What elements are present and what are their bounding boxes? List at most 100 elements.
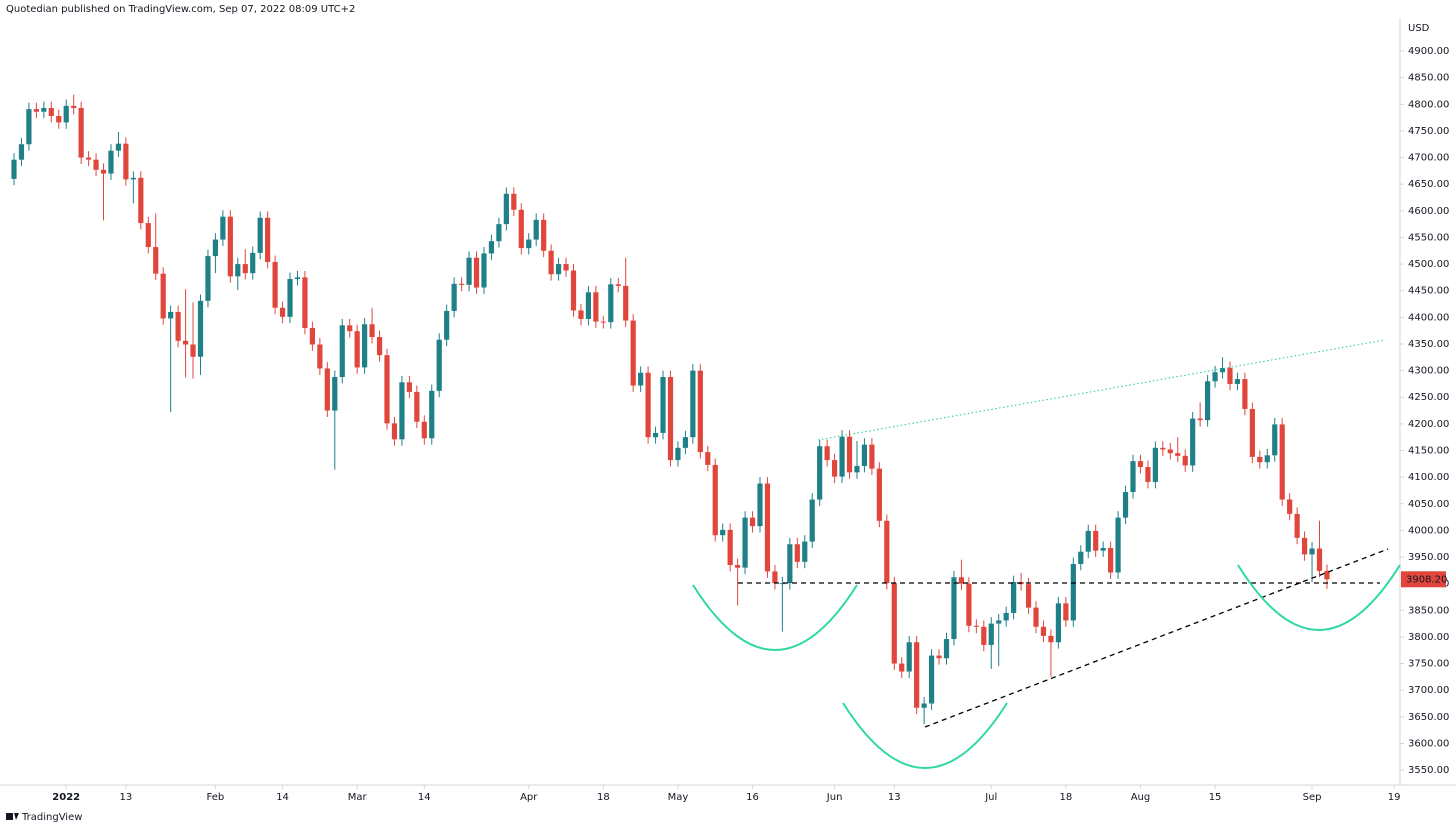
candle-body [1219, 367, 1226, 373]
candle-body [1108, 547, 1114, 573]
candle-body [421, 421, 427, 439]
candle-body [869, 444, 875, 469]
candle-body [854, 465, 860, 473]
candle-body [1257, 456, 1263, 463]
y-tick-label: 4700.00 [1408, 153, 1449, 164]
candle-body [697, 370, 703, 453]
y-tick-label: 4500.00 [1408, 259, 1449, 270]
candle-body [600, 321, 606, 323]
candle-body [973, 625, 979, 627]
candle-body [1130, 461, 1136, 493]
y-tick-label: 4050.00 [1408, 499, 1449, 510]
candle-body [1272, 424, 1278, 456]
candle-body [1093, 530, 1099, 551]
candle-body [921, 703, 927, 708]
candle-body [1212, 372, 1218, 382]
candle-body [265, 217, 271, 262]
candle-body [593, 292, 599, 322]
candle-body [555, 264, 562, 275]
head-arc [842, 702, 1008, 769]
candle-body [779, 583, 785, 585]
candle-body [250, 252, 256, 274]
y-tick-label: 3600.00 [1408, 738, 1449, 749]
candle-body [302, 277, 308, 328]
candle-body [645, 372, 651, 438]
candle-body [727, 529, 733, 566]
candle-body [1227, 367, 1233, 384]
candle-body [41, 108, 47, 112]
candle-body [309, 327, 315, 345]
candle-body [257, 217, 263, 253]
candle-body [817, 446, 823, 500]
x-tick-label: Feb [207, 792, 225, 803]
candle-body [339, 325, 345, 377]
candle-body [347, 325, 353, 332]
x-tick-label: Jun [826, 792, 843, 803]
y-tick-label: 4850.00 [1408, 73, 1449, 84]
candle-body [876, 468, 882, 521]
candle-body [317, 344, 323, 369]
x-tick-label: 13 [888, 792, 901, 803]
candle-body [682, 437, 688, 448]
candle-body [943, 639, 950, 659]
candle-body [533, 219, 539, 240]
y-tick-label: 4900.00 [1408, 46, 1449, 57]
candle-body [212, 239, 219, 257]
candle-body [138, 177, 144, 224]
x-tick-label: Mar [348, 792, 368, 803]
candle-body [354, 331, 360, 368]
x-tick-label: 13 [120, 792, 133, 803]
last-price-label: 3908.20 [1406, 574, 1447, 585]
candle-body [832, 460, 838, 477]
candle-body [362, 324, 368, 368]
candle-body [1048, 635, 1054, 643]
candle-body [652, 432, 659, 438]
candle-body [899, 663, 905, 672]
candle-body [1249, 408, 1255, 457]
candle-body [272, 261, 278, 308]
y-tick-label: 4400.00 [1408, 312, 1449, 323]
candle-body [1070, 563, 1076, 621]
candle-body [630, 320, 636, 386]
y-tick-label: 3800.00 [1408, 632, 1449, 643]
candle-body [287, 278, 293, 317]
candle-body [488, 241, 495, 254]
candle-body [936, 655, 942, 659]
candle-body [473, 257, 480, 288]
publisher-header: Quotedian published on TradingView.com, … [6, 4, 355, 15]
candle-body [996, 620, 1002, 624]
candle-body [906, 642, 912, 672]
candle-body [294, 277, 301, 279]
candle-body [742, 517, 748, 568]
y-tick-label: 4550.00 [1408, 232, 1449, 243]
footer-brand: TradingView [21, 812, 82, 823]
candle-body [712, 464, 718, 536]
candle-body [541, 219, 547, 251]
x-tick-label: May [668, 792, 689, 803]
candle-body [1137, 461, 1144, 468]
y-tick-label: 3850.00 [1408, 605, 1449, 616]
candle-body [376, 337, 383, 356]
candle-body [1205, 381, 1211, 421]
candle-body [175, 312, 181, 341]
candle-body [429, 390, 435, 439]
y-tick-label: 4200.00 [1408, 419, 1449, 430]
candle-body [1085, 530, 1091, 552]
x-tick-label: Aug [1131, 792, 1151, 803]
y-tick-label: 4150.00 [1408, 446, 1449, 457]
candle-body [108, 150, 114, 174]
candle-body [548, 250, 554, 275]
x-tick-label: 2022 [52, 792, 80, 803]
y-tick-label: 3950.00 [1408, 552, 1449, 563]
candle-body [1294, 513, 1300, 538]
candle-body [1145, 467, 1151, 482]
candle-body [1264, 455, 1270, 463]
candle-body [1078, 551, 1084, 564]
candle-body [1279, 424, 1285, 500]
candle-body [78, 108, 84, 158]
candle-body [503, 193, 509, 225]
y-tick-label: 3650.00 [1408, 712, 1449, 723]
candle-body [802, 541, 808, 562]
